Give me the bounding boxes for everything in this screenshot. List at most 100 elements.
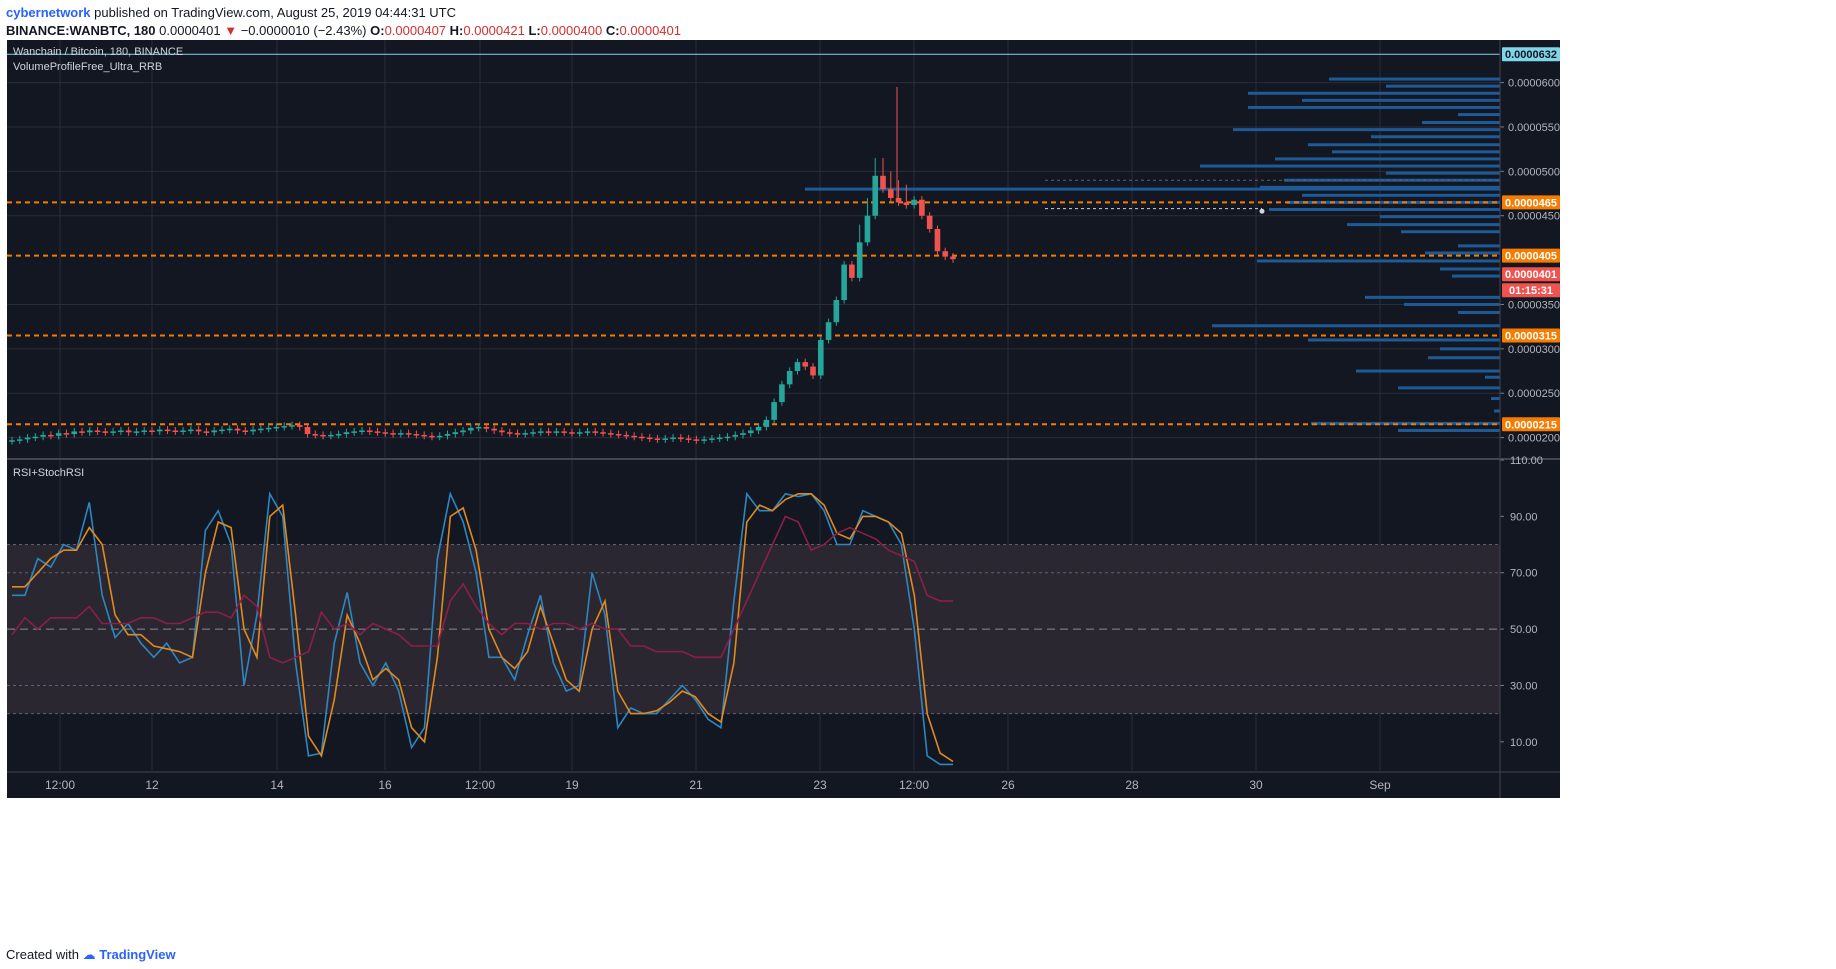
candle-body [646,437,653,440]
candle-body [250,429,256,432]
candle-body [16,439,23,441]
y-tick-label: 0.0000200 [1508,433,1560,445]
candle-body [786,371,793,385]
candle-body [281,426,287,428]
candle-body [421,434,427,437]
candle-body [693,439,700,441]
author-name[interactable]: cybernetwork [6,5,91,20]
candle-body [343,432,350,435]
volume-profile-bar [1398,428,1500,432]
volume-profile-bar [1200,164,1500,168]
candle-body [608,433,614,435]
candle-body [265,427,272,430]
x-tick-label: 19 [565,778,579,792]
candle-body [460,430,466,433]
candle-body [164,429,171,432]
candle-body [125,430,132,433]
candle-body [623,434,630,437]
candle-body [817,339,824,376]
candle-body [475,426,482,429]
publisher-line: cybernetwork published on TradingView.co… [6,5,456,20]
candle-body [794,362,801,372]
volume-profile-bar [1425,251,1500,255]
candle-body [24,437,31,440]
y-tick-label: 90.00 [1510,511,1538,523]
candle-body [491,428,497,431]
volume-profile-bar [1275,157,1500,161]
x-tick-label: Sep [1369,778,1391,792]
x-tick-label: 14 [270,778,284,792]
y-tick-label: 0.0000350 [1508,299,1560,311]
candle-body [903,202,910,206]
y-tick-label: 70.00 [1510,568,1538,580]
candle-body [919,199,925,216]
candle-body [156,429,163,432]
open-label: O: [370,23,385,38]
candle-body [553,431,560,433]
candle-body [576,432,583,434]
volume-profile-bar [1485,375,1500,379]
x-tick-label: 12:00 [45,778,75,792]
volume-profile-bar [1428,356,1500,360]
candle-body [211,430,217,433]
volume-profile-bar [1458,113,1500,117]
candle-body [102,431,109,433]
candle-body [530,432,536,434]
candle-body [499,430,505,433]
price-axis-label: 0.0000401 [1505,269,1557,281]
candle-body [32,436,39,439]
candle-body [934,229,941,252]
candle-body [833,300,840,323]
x-tick-label: 30 [1249,778,1263,792]
created-with-text: Created with [6,947,79,962]
x-tick-label: 28 [1125,778,1139,792]
candle-body [592,431,599,433]
volume-profile-bar [1329,77,1500,81]
last-price-value: 0.0000401 [159,23,221,38]
candle-body [79,431,85,433]
volume-profile-bar [1257,259,1500,263]
candle-body [320,434,326,437]
candle-body [662,438,669,440]
candle-body [887,189,894,198]
candle-body [755,426,762,431]
candle-body [545,431,552,433]
candle-body [203,431,210,433]
volume-profile-bar [1386,84,1500,88]
x-tick-label: 23 [813,778,827,792]
published-text: published on TradingView.com, August 25,… [94,5,457,20]
candle-body [771,402,777,420]
candle-body [685,438,692,440]
volume-profile-bar [1308,338,1500,342]
y-tick-label: 30.00 [1510,680,1538,692]
price-axis-label: 0.0000215 [1505,419,1557,431]
price-axis-label-box [1502,47,1560,62]
price-axis-label-box [1502,283,1560,298]
volume-profile-bar [1458,244,1500,248]
candle-body [654,438,661,440]
x-tick-label: 12:00 [465,778,495,792]
candle-body [94,430,101,432]
candle-body [709,438,715,440]
tradingview-brand[interactable]: TradingView [99,947,176,962]
volume-profile-bar [1440,267,1500,271]
candle-body [779,384,785,403]
footer: Created with ☁ TradingView [6,947,176,963]
candle-body [452,432,459,435]
close-value: 0.0000401 [619,23,681,38]
volume-profile-bar [1284,178,1500,182]
volume-profile-bar [1347,223,1500,227]
candle-body [872,175,879,216]
volume-profile-bar [1260,185,1500,189]
candle-body [328,434,334,437]
candle-body [926,215,933,230]
volume-profile-bar [1491,397,1500,401]
candle-body [219,429,225,432]
series-rsi-line [11,515,953,664]
candle-body [242,430,249,432]
price-axis-label: 0.0000405 [1505,251,1557,263]
candle-body [398,433,404,435]
candle-body [856,242,863,278]
volume-profile-bar [1233,128,1500,132]
